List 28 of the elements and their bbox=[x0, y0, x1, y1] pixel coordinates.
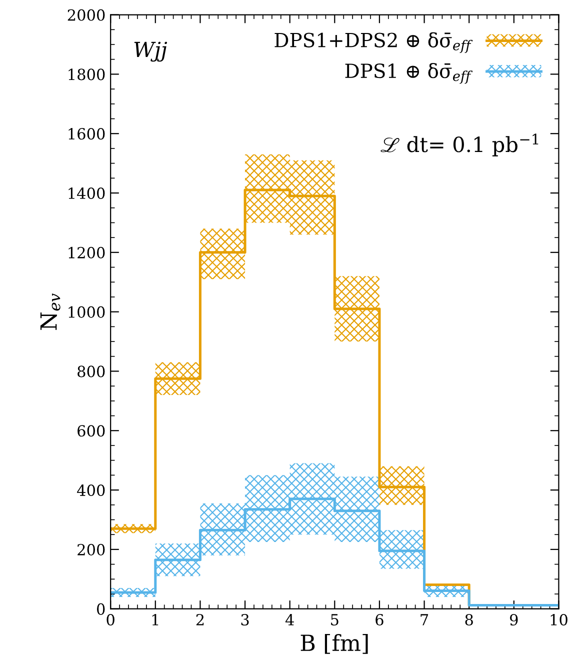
x-tick-label: 2 bbox=[196, 614, 204, 626]
y-tick-label: 1800 bbox=[68, 68, 105, 80]
x-tick-label: 8 bbox=[465, 614, 473, 626]
x-tick-label: 10 bbox=[550, 614, 568, 626]
x-tick-label: 5 bbox=[331, 614, 338, 626]
y-tick-label: 1000 bbox=[68, 306, 105, 318]
legend-label: DPS1+DPS2 ⊕ δσ̄$_{eff}$ bbox=[274, 32, 473, 54]
y-tick-label: 1200 bbox=[68, 246, 105, 258]
annotation: ℒ dt= 0.1 pb$^{−1}$ bbox=[380, 134, 538, 156]
y-tick-label: 2000 bbox=[68, 9, 105, 21]
x-axis-title: B [fm] bbox=[300, 634, 368, 654]
y-axis-title: N$_{ev}$ bbox=[40, 293, 60, 330]
x-tick-label: 1 bbox=[152, 614, 158, 626]
x-tick-label: 7 bbox=[420, 614, 428, 626]
y-tick-label: 400 bbox=[77, 484, 105, 496]
x-tick-label: 0 bbox=[106, 614, 114, 626]
y-tick-label: 800 bbox=[78, 366, 105, 378]
y-tick-label: 1400 bbox=[68, 187, 105, 200]
y-tick-label: 0 bbox=[97, 603, 105, 615]
annotation: Wjj bbox=[134, 42, 168, 62]
y-tick-label: 1600 bbox=[68, 128, 105, 140]
x-tick-label: 3 bbox=[241, 614, 249, 626]
y-tick-label: 200 bbox=[78, 544, 105, 556]
legend-label: DPS1 ⊕ δσ̄$_{eff}$ bbox=[345, 63, 473, 84]
x-tick-label: 4 bbox=[285, 614, 294, 626]
x-tick-label: 9 bbox=[510, 614, 518, 626]
x-tick-label: 6 bbox=[376, 614, 384, 626]
y-tick-label: 600 bbox=[78, 425, 105, 437]
